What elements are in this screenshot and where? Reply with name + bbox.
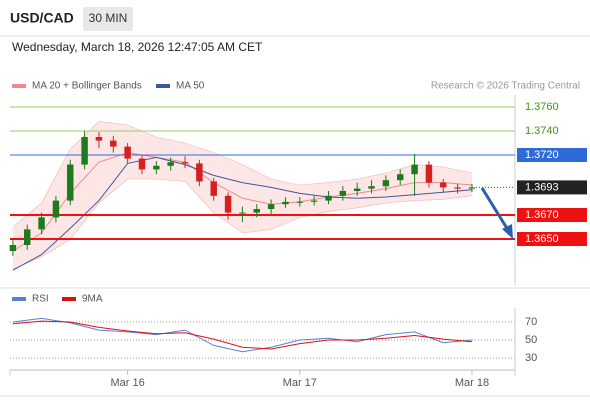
- candle-body: [38, 217, 45, 230]
- candle-body: [368, 186, 375, 189]
- candle-body: [67, 164, 74, 201]
- candle-body: [181, 162, 189, 164]
- level-label-box: [517, 208, 587, 222]
- legend-label: MA 50: [176, 81, 205, 92]
- ma-line: [12, 156, 473, 271]
- candle-body: [196, 163, 203, 182]
- candle-body: [468, 187, 476, 189]
- candle-body: [81, 137, 88, 165]
- legend-swatch: [62, 297, 76, 301]
- candle-body: [325, 195, 332, 201]
- y-tick-label: 30: [525, 352, 537, 364]
- last-price-box: [517, 180, 587, 195]
- candle-body: [9, 245, 17, 251]
- candle-body: [454, 187, 461, 189]
- level-label: 1.3720: [525, 149, 559, 161]
- candle-body: [282, 201, 289, 205]
- candle-body: [382, 180, 390, 187]
- legend-swatch: [156, 84, 170, 88]
- level-label: 1.3650: [525, 233, 559, 245]
- candle-body: [239, 212, 246, 214]
- candle-body: [440, 182, 447, 188]
- candle-body: [339, 191, 347, 196]
- candle-body: [124, 146, 131, 159]
- legend-swatch: [12, 297, 26, 301]
- candle-body: [52, 200, 60, 218]
- candle-body: [396, 174, 404, 181]
- candle-body: [253, 209, 260, 213]
- legend-label: RSI: [32, 294, 49, 305]
- x-tick-label: Mar 17: [283, 377, 317, 389]
- candle-body: [167, 162, 174, 166]
- symbol: USD/CAD: [10, 10, 74, 26]
- rsi-line: [12, 320, 473, 350]
- forecast-arrowhead: [502, 224, 513, 239]
- candle-body: [95, 137, 103, 141]
- x-tick-label: Mar 16: [111, 377, 145, 389]
- rsi-panel: RSI 9MA 30 50 70 Mar 16 Mar 17 Mar 18: [0, 287, 590, 397]
- candle-body: [353, 188, 361, 191]
- datetime: Wednesday, March 18, 2026 12:47:05 AM CE…: [12, 40, 263, 54]
- interval: 30 MIN: [89, 11, 128, 25]
- candle-body: [110, 140, 117, 147]
- y-tick-label: 70: [525, 316, 537, 328]
- candle-body: [153, 165, 160, 170]
- level-label-box: [517, 148, 587, 162]
- legend-label: MA 20 + Bollinger Bands: [32, 81, 142, 92]
- credit: Research © 2026 Trading Central: [431, 81, 580, 92]
- price-panel: MA 20 + Bollinger Bands MA 50 1.3760 1.3740…: [9, 81, 587, 285]
- candle-body: [425, 164, 433, 183]
- candle-body: [296, 201, 304, 203]
- candle-body: [138, 158, 146, 170]
- legend-swatch: [12, 84, 26, 88]
- level-label: 1.3760: [525, 101, 559, 113]
- level-label: 1.3740: [525, 125, 559, 137]
- candle-body: [310, 200, 318, 202]
- legend-label: 9MA: [82, 294, 103, 305]
- forecast-arrow: [480, 187, 510, 231]
- candle-body: [23, 229, 31, 245]
- level-label-box: [517, 232, 587, 246]
- last-price-label: 1.3693: [525, 181, 559, 193]
- x-tick-label: Mar 18: [455, 377, 489, 389]
- level-label: 1.3670: [525, 209, 559, 221]
- ma-line: [12, 152, 473, 252]
- candle-body: [267, 204, 275, 209]
- candle-body: [411, 164, 418, 175]
- candle-body: [210, 181, 217, 196]
- interval-box: [83, 7, 133, 31]
- y-tick-label: 50: [525, 334, 537, 346]
- candle-body: [224, 195, 232, 213]
- rsi-line: [12, 317, 473, 353]
